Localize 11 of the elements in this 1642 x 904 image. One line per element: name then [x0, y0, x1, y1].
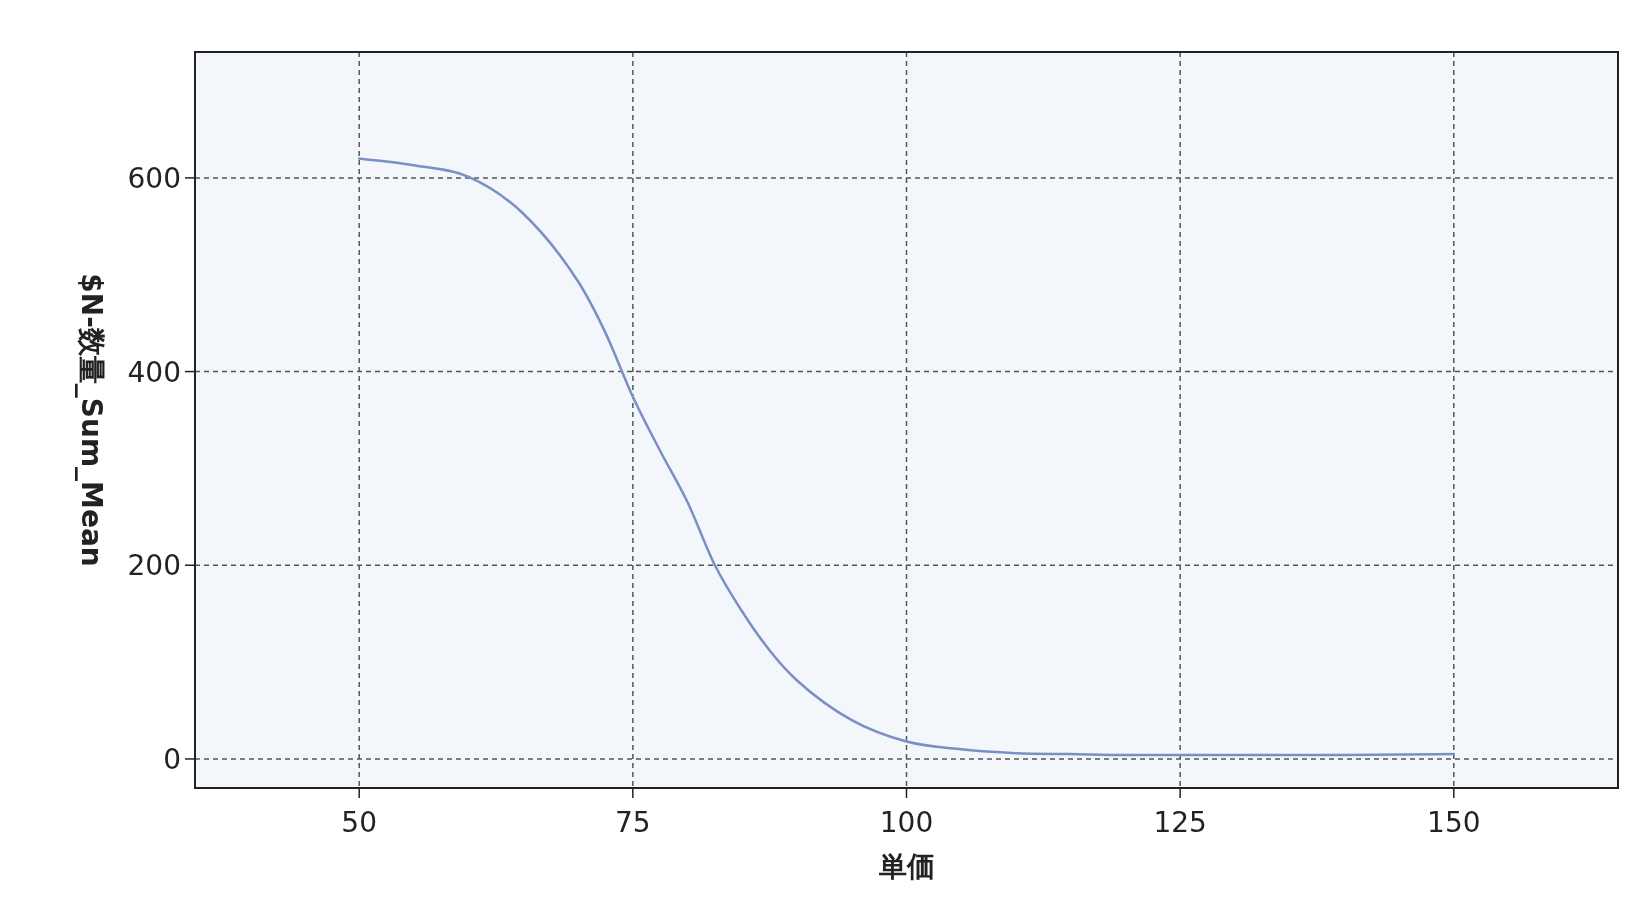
x-tick-label: 150 — [1427, 806, 1481, 839]
y-tick-label: 400 — [127, 355, 181, 389]
x-tick-label: 100 — [879, 806, 934, 839]
y-tick-label: 200 — [127, 549, 181, 583]
x-tick-label: 75 — [615, 806, 651, 839]
y-tick-label: 600 — [127, 161, 181, 195]
y-axis-title: $N-数量_Sum_Mean — [75, 273, 108, 567]
x-axis-title: 単価 — [877, 850, 935, 883]
x-tick-label: 50 — [341, 806, 378, 839]
y-tick-label: 0 — [163, 742, 181, 776]
x-tick-label: 125 — [1153, 806, 1207, 839]
